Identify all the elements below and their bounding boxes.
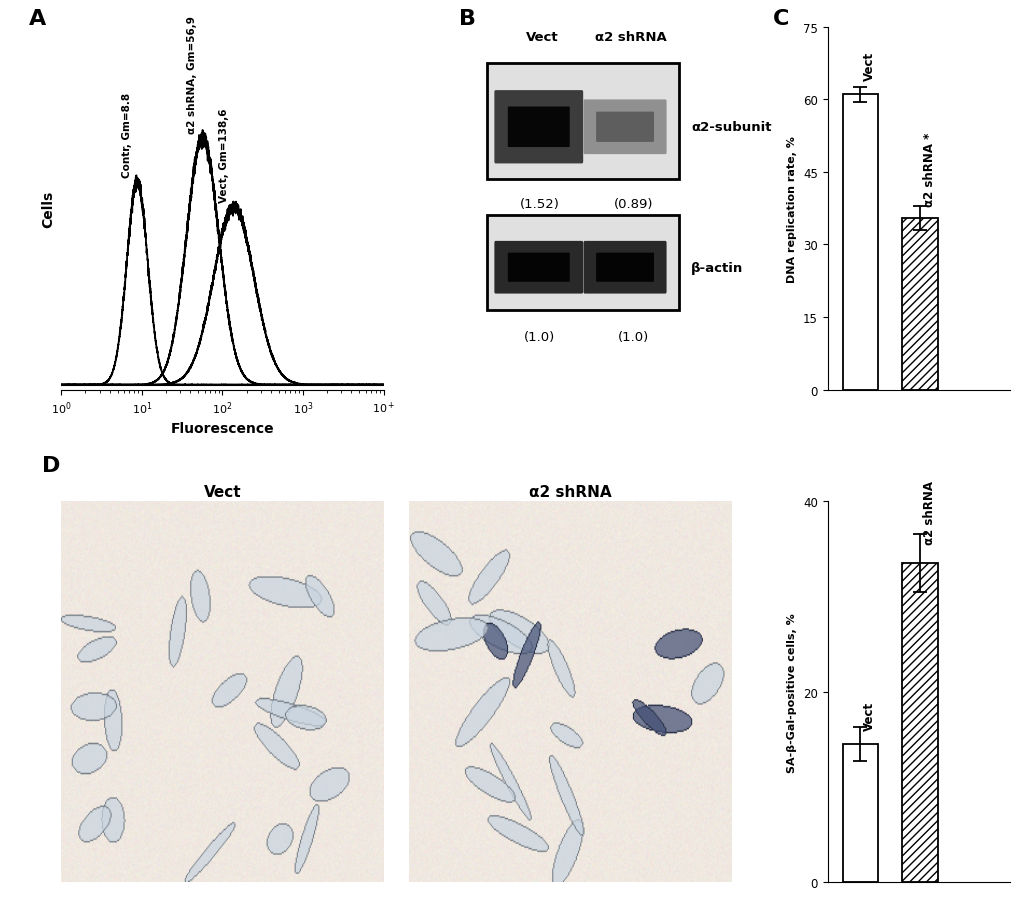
Text: α2-subunit: α2-subunit [691,121,771,134]
Bar [842,744,877,882]
Text: β-actin: β-actin [691,261,743,275]
Bar [842,96,877,390]
Text: α2 shRNA, Gm=56,9: α2 shRNA, Gm=56,9 [186,16,197,133]
Text: C: C [772,9,789,29]
FancyBboxPatch shape [583,242,666,294]
Y-axis label: SA-β-Gal-positive cells, %: SA-β-Gal-positive cells, % [787,612,797,772]
Title: α2 shRNA: α2 shRNA [529,484,611,499]
Text: A: A [29,9,46,29]
Text: α2 shRNA *: α2 shRNA * [922,132,935,207]
X-axis label: Fluorescence: Fluorescence [170,422,274,436]
Bar [902,563,937,882]
Title: Vect: Vect [204,484,240,499]
FancyBboxPatch shape [494,91,583,165]
Text: B: B [459,9,476,29]
Y-axis label: Cells: Cells [42,190,56,227]
Text: (1.0): (1.0) [524,330,555,344]
FancyBboxPatch shape [595,112,653,142]
FancyBboxPatch shape [583,100,666,155]
Text: (1.52): (1.52) [520,198,559,211]
FancyBboxPatch shape [507,254,570,282]
Bar [902,219,937,390]
Text: α2 shRNA: α2 shRNA [594,31,666,44]
Text: D: D [42,456,60,476]
FancyBboxPatch shape [494,242,583,294]
Text: Vect, Gm=138,6: Vect, Gm=138,6 [219,108,229,203]
Text: α2 shRNA: α2 shRNA [922,481,935,544]
Text: Contr, Gm=8.8: Contr, Gm=8.8 [121,93,131,178]
Text: (1.0): (1.0) [618,330,648,344]
Bar [486,216,678,311]
FancyBboxPatch shape [595,254,653,282]
Text: Vect: Vect [863,51,875,81]
Bar [486,63,678,180]
Text: Vect: Vect [863,701,875,730]
Text: (0.89): (0.89) [613,198,652,211]
Text: Vect: Vect [526,31,558,44]
Y-axis label: DNA replication rate, %: DNA replication rate, % [787,135,797,282]
FancyBboxPatch shape [507,108,570,148]
